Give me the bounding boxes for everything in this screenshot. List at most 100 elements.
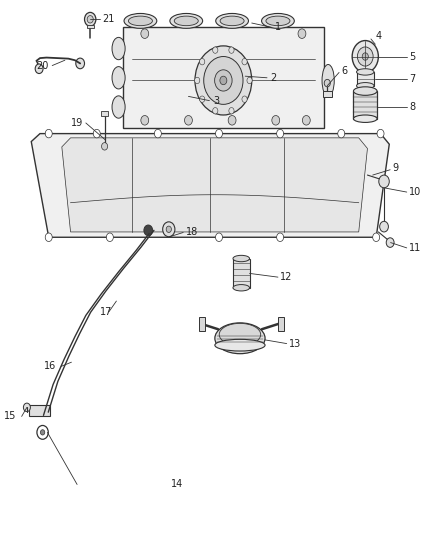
Circle shape bbox=[352, 41, 378, 72]
Text: 13: 13 bbox=[289, 338, 301, 349]
Circle shape bbox=[144, 225, 152, 236]
Ellipse shape bbox=[219, 324, 261, 346]
Ellipse shape bbox=[215, 323, 265, 354]
Ellipse shape bbox=[233, 255, 250, 262]
Circle shape bbox=[213, 47, 218, 53]
Ellipse shape bbox=[220, 16, 244, 26]
Ellipse shape bbox=[112, 37, 125, 60]
Text: 18: 18 bbox=[186, 228, 198, 238]
Circle shape bbox=[106, 233, 113, 241]
Circle shape bbox=[141, 116, 149, 125]
Circle shape bbox=[45, 130, 52, 138]
Bar bbox=[279, 317, 284, 331]
Bar bbox=[357, 72, 374, 86]
Circle shape bbox=[102, 143, 108, 150]
Circle shape bbox=[377, 130, 384, 138]
Circle shape bbox=[242, 59, 247, 65]
Polygon shape bbox=[62, 138, 367, 232]
Circle shape bbox=[204, 56, 243, 104]
Circle shape bbox=[228, 116, 236, 125]
Circle shape bbox=[229, 47, 234, 53]
Circle shape bbox=[362, 53, 368, 60]
Circle shape bbox=[298, 29, 306, 38]
Circle shape bbox=[386, 238, 394, 247]
Text: 5: 5 bbox=[409, 52, 415, 61]
Circle shape bbox=[277, 233, 284, 241]
Circle shape bbox=[229, 108, 234, 114]
Ellipse shape bbox=[170, 13, 203, 28]
Circle shape bbox=[373, 233, 380, 241]
Circle shape bbox=[277, 130, 284, 138]
Circle shape bbox=[35, 64, 43, 74]
Circle shape bbox=[242, 96, 247, 102]
Circle shape bbox=[93, 130, 100, 138]
Circle shape bbox=[215, 130, 223, 138]
Circle shape bbox=[379, 175, 389, 188]
Text: 10: 10 bbox=[409, 187, 421, 197]
Circle shape bbox=[338, 130, 345, 138]
Circle shape bbox=[87, 15, 93, 23]
Ellipse shape bbox=[357, 69, 374, 75]
Circle shape bbox=[23, 403, 30, 411]
Circle shape bbox=[220, 76, 227, 85]
Text: 21: 21 bbox=[102, 14, 115, 25]
Ellipse shape bbox=[216, 13, 248, 28]
Text: 8: 8 bbox=[409, 102, 415, 112]
Ellipse shape bbox=[322, 64, 334, 96]
Ellipse shape bbox=[233, 285, 250, 291]
Text: 2: 2 bbox=[271, 73, 277, 83]
Circle shape bbox=[302, 116, 310, 125]
Circle shape bbox=[141, 29, 149, 38]
Circle shape bbox=[76, 58, 85, 69]
Text: 14: 14 bbox=[171, 480, 183, 489]
Text: 16: 16 bbox=[43, 361, 56, 372]
Ellipse shape bbox=[128, 16, 152, 26]
Circle shape bbox=[380, 221, 389, 232]
Text: 1: 1 bbox=[275, 22, 281, 33]
Ellipse shape bbox=[174, 16, 198, 26]
Text: 6: 6 bbox=[341, 66, 347, 76]
Circle shape bbox=[85, 12, 96, 26]
Bar bbox=[29, 405, 50, 416]
Text: 11: 11 bbox=[409, 243, 421, 253]
Circle shape bbox=[40, 430, 45, 435]
Ellipse shape bbox=[266, 16, 290, 26]
Bar bbox=[233, 259, 250, 288]
Circle shape bbox=[45, 233, 52, 241]
Circle shape bbox=[154, 130, 161, 138]
Ellipse shape bbox=[112, 96, 125, 118]
Circle shape bbox=[247, 77, 252, 84]
Text: 4: 4 bbox=[375, 31, 381, 42]
Ellipse shape bbox=[261, 13, 294, 28]
Circle shape bbox=[37, 425, 48, 439]
Bar bbox=[323, 91, 332, 98]
Circle shape bbox=[324, 79, 330, 87]
Bar bbox=[199, 317, 205, 331]
Circle shape bbox=[357, 47, 373, 66]
Ellipse shape bbox=[124, 13, 157, 28]
Circle shape bbox=[200, 59, 205, 65]
Circle shape bbox=[166, 226, 171, 232]
Text: 17: 17 bbox=[100, 306, 113, 317]
Polygon shape bbox=[31, 134, 389, 237]
Circle shape bbox=[195, 46, 252, 115]
Text: 12: 12 bbox=[280, 272, 293, 282]
Bar bbox=[353, 91, 377, 119]
Text: 9: 9 bbox=[393, 163, 399, 173]
Ellipse shape bbox=[112, 67, 125, 89]
Text: 3: 3 bbox=[213, 95, 219, 106]
Circle shape bbox=[194, 77, 200, 84]
Ellipse shape bbox=[353, 87, 377, 95]
Bar bbox=[101, 111, 108, 116]
Ellipse shape bbox=[353, 115, 377, 123]
Circle shape bbox=[213, 108, 218, 114]
Circle shape bbox=[162, 222, 175, 237]
Ellipse shape bbox=[215, 340, 265, 351]
Bar bbox=[87, 25, 94, 28]
Ellipse shape bbox=[357, 83, 374, 89]
Circle shape bbox=[200, 96, 205, 102]
Circle shape bbox=[215, 70, 232, 91]
Circle shape bbox=[215, 233, 223, 241]
Circle shape bbox=[272, 116, 280, 125]
Text: 20: 20 bbox=[36, 61, 49, 70]
